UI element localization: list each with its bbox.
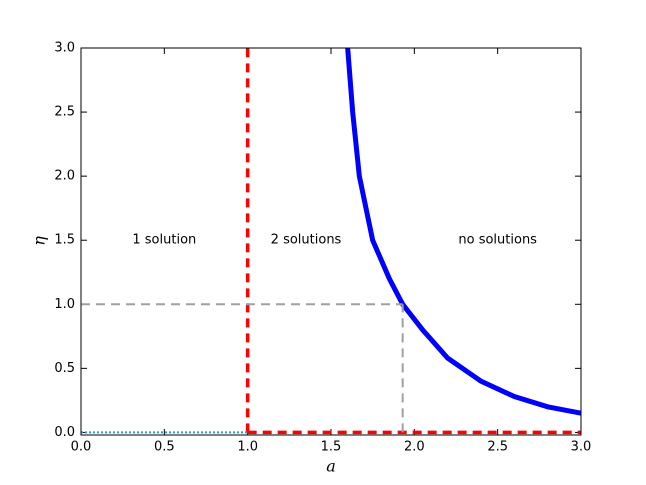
x-tick-label: 1.5 xyxy=(321,440,342,455)
plot-area xyxy=(81,48,581,435)
x-tick-label: 0.5 xyxy=(154,440,175,455)
x-tick-label: 2.0 xyxy=(404,440,425,455)
y-axis-label: η xyxy=(30,236,49,246)
y-tick-label: 0.5 xyxy=(54,361,75,376)
x-tick-label: 3.0 xyxy=(571,440,592,455)
annotation: 1 solution xyxy=(132,233,196,248)
annotation: no solutions xyxy=(458,233,537,248)
x-tick-label: 0.0 xyxy=(71,440,92,455)
x-tick-label: 1.0 xyxy=(237,440,258,455)
plot-frame xyxy=(80,47,582,436)
y-tick-label: 2.5 xyxy=(54,105,75,120)
x-axis-label: a xyxy=(326,457,336,476)
x-tick-label: 2.5 xyxy=(487,440,508,455)
y-tick-label: 2.0 xyxy=(54,169,75,184)
y-tick-label: 1.5 xyxy=(54,233,75,248)
y-tick-label: 1.0 xyxy=(54,297,75,312)
y-tick-label: 3.0 xyxy=(54,41,75,56)
y-tick-label: 0.0 xyxy=(54,425,75,440)
line xyxy=(345,47,582,416)
annotation: 2 solutions xyxy=(271,233,342,248)
